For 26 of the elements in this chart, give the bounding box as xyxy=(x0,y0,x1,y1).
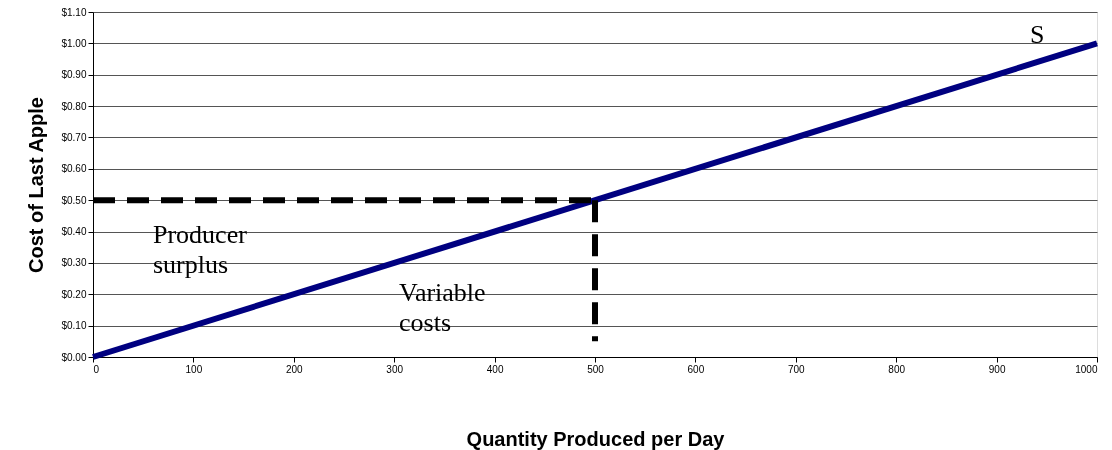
y-tick-label: $0.20 xyxy=(61,288,87,300)
annotation: S xyxy=(1030,20,1045,49)
y-tick-label: $1.10 xyxy=(61,6,87,18)
y-tick-label: $0.90 xyxy=(61,69,87,81)
y-axis-title: Cost of Last Apple xyxy=(25,97,48,273)
x-tick-label: 900 xyxy=(988,363,1006,375)
x-tick-label: 0 xyxy=(93,363,100,375)
x-tick-label: 100 xyxy=(185,363,203,375)
y-tick-label: $0.70 xyxy=(61,131,87,143)
y-tick-label: $0.50 xyxy=(61,194,87,206)
x-tick-label: 800 xyxy=(888,363,906,375)
y-tick-label: $0.30 xyxy=(61,257,87,269)
x-tick-label: 500 xyxy=(587,363,605,375)
y-tick-label: $0.60 xyxy=(61,163,87,175)
y-tick-label: $0.80 xyxy=(61,100,87,112)
x-tick-label: 600 xyxy=(687,363,705,375)
x-tick-label: 300 xyxy=(386,363,404,375)
y-tick-label: $0.00 xyxy=(61,351,87,363)
y-tick-label: $0.40 xyxy=(61,226,87,238)
y-tick-label: $0.10 xyxy=(61,320,87,332)
y-tick-label: $1.00 xyxy=(61,37,87,49)
x-tick-label: 400 xyxy=(486,363,504,375)
x-axis-title: Quantity Produced per Day xyxy=(466,427,726,450)
x-tick-label: 200 xyxy=(285,363,304,375)
x-tick-label: 700 xyxy=(787,363,806,375)
x-tick-label: 1000 xyxy=(1075,363,1098,375)
